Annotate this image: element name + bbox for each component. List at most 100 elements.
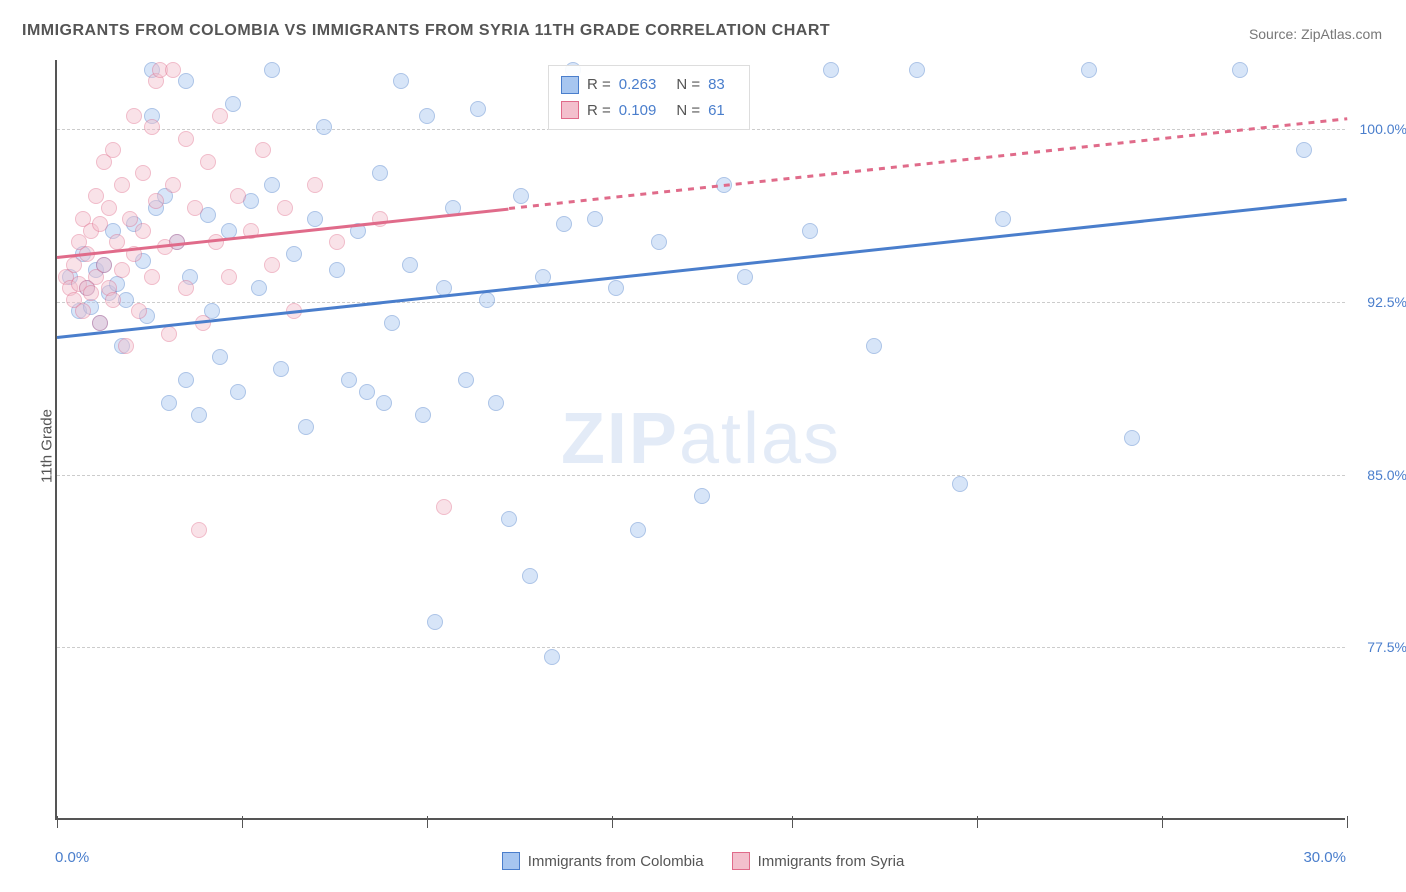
scatter-point xyxy=(501,511,517,527)
scatter-point xyxy=(1124,430,1140,446)
scatter-point xyxy=(212,108,228,124)
scatter-point xyxy=(415,407,431,423)
plot-area: ZIPatlas 100.0%92.5%85.0%77.5% xyxy=(55,60,1345,820)
scatter-point xyxy=(144,119,160,135)
scatter-point xyxy=(488,395,504,411)
scatter-point xyxy=(161,326,177,342)
scatter-point xyxy=(630,522,646,538)
x-tick xyxy=(612,816,613,828)
scatter-point xyxy=(230,384,246,400)
scatter-point xyxy=(92,216,108,232)
gridline xyxy=(57,647,1345,648)
scatter-point xyxy=(359,384,375,400)
legend-label: Immigrants from Colombia xyxy=(528,853,704,870)
scatter-point xyxy=(178,131,194,147)
scatter-point xyxy=(208,234,224,250)
scatter-point xyxy=(694,488,710,504)
trend-line xyxy=(508,118,1347,210)
scatter-point xyxy=(88,188,104,204)
scatter-point xyxy=(436,499,452,515)
scatter-point xyxy=(419,108,435,124)
gridline xyxy=(57,475,1345,476)
scatter-point xyxy=(114,262,130,278)
scatter-point xyxy=(651,234,667,250)
bottom-legend: Immigrants from Colombia Immigrants from… xyxy=(0,852,1406,870)
legend-swatch xyxy=(561,101,579,119)
scatter-point xyxy=(264,177,280,193)
stats-legend-box: R = 0.263 N = 83 R = 0.109 N = 61 xyxy=(548,65,750,130)
scatter-point xyxy=(251,280,267,296)
scatter-point xyxy=(187,200,203,216)
scatter-point xyxy=(225,96,241,112)
scatter-point xyxy=(307,211,323,227)
scatter-point xyxy=(200,154,216,170)
legend-item-syria: Immigrants from Syria xyxy=(732,852,905,870)
scatter-point xyxy=(307,177,323,193)
x-tick xyxy=(1347,816,1348,828)
scatter-point xyxy=(479,292,495,308)
legend-swatch xyxy=(561,76,579,94)
scatter-point xyxy=(178,280,194,296)
scatter-point xyxy=(341,372,357,388)
scatter-point xyxy=(161,395,177,411)
y-tick-label: 77.5% xyxy=(1367,639,1406,655)
scatter-point xyxy=(165,62,181,78)
x-tick xyxy=(57,816,58,828)
scatter-point xyxy=(277,200,293,216)
x-tick xyxy=(1162,816,1163,828)
scatter-point xyxy=(105,292,121,308)
scatter-point xyxy=(83,285,99,301)
scatter-point xyxy=(458,372,474,388)
x-tick xyxy=(792,816,793,828)
scatter-point xyxy=(544,649,560,665)
scatter-point xyxy=(556,216,572,232)
scatter-point xyxy=(221,269,237,285)
scatter-point xyxy=(1232,62,1248,78)
scatter-point xyxy=(376,395,392,411)
scatter-point xyxy=(131,303,147,319)
scatter-point xyxy=(909,62,925,78)
scatter-point xyxy=(273,361,289,377)
y-tick-label: 92.5% xyxy=(1367,294,1406,310)
scatter-point xyxy=(105,142,121,158)
scatter-point xyxy=(191,407,207,423)
scatter-point xyxy=(372,165,388,181)
scatter-point xyxy=(126,108,142,124)
scatter-point xyxy=(165,177,181,193)
scatter-point xyxy=(952,476,968,492)
scatter-point xyxy=(286,246,302,262)
y-tick-label: 85.0% xyxy=(1367,467,1406,483)
scatter-point xyxy=(118,338,134,354)
scatter-point xyxy=(75,303,91,319)
scatter-point xyxy=(135,165,151,181)
trend-line xyxy=(57,198,1347,339)
scatter-point xyxy=(316,119,332,135)
scatter-point xyxy=(802,223,818,239)
scatter-point xyxy=(264,62,280,78)
scatter-point xyxy=(230,188,246,204)
scatter-point xyxy=(298,419,314,435)
legend-swatch xyxy=(502,852,520,870)
scatter-point xyxy=(264,257,280,273)
legend-swatch xyxy=(732,852,750,870)
scatter-point xyxy=(92,315,108,331)
scatter-point xyxy=(522,568,538,584)
x-tick xyxy=(977,816,978,828)
scatter-point xyxy=(372,211,388,227)
scatter-point xyxy=(135,223,151,239)
stats-row: R = 0.263 N = 83 xyxy=(561,72,737,98)
source-label: Source: ZipAtlas.com xyxy=(1249,26,1382,42)
scatter-point xyxy=(587,211,603,227)
scatter-point xyxy=(178,73,194,89)
scatter-point xyxy=(96,257,112,273)
scatter-point xyxy=(255,142,271,158)
scatter-point xyxy=(866,338,882,354)
scatter-point xyxy=(191,522,207,538)
y-axis-label: 11th Grade xyxy=(38,409,55,483)
scatter-point xyxy=(148,193,164,209)
legend-item-colombia: Immigrants from Colombia xyxy=(502,852,704,870)
scatter-point xyxy=(66,257,82,273)
scatter-point xyxy=(737,269,753,285)
scatter-point xyxy=(1296,142,1312,158)
scatter-point xyxy=(384,315,400,331)
